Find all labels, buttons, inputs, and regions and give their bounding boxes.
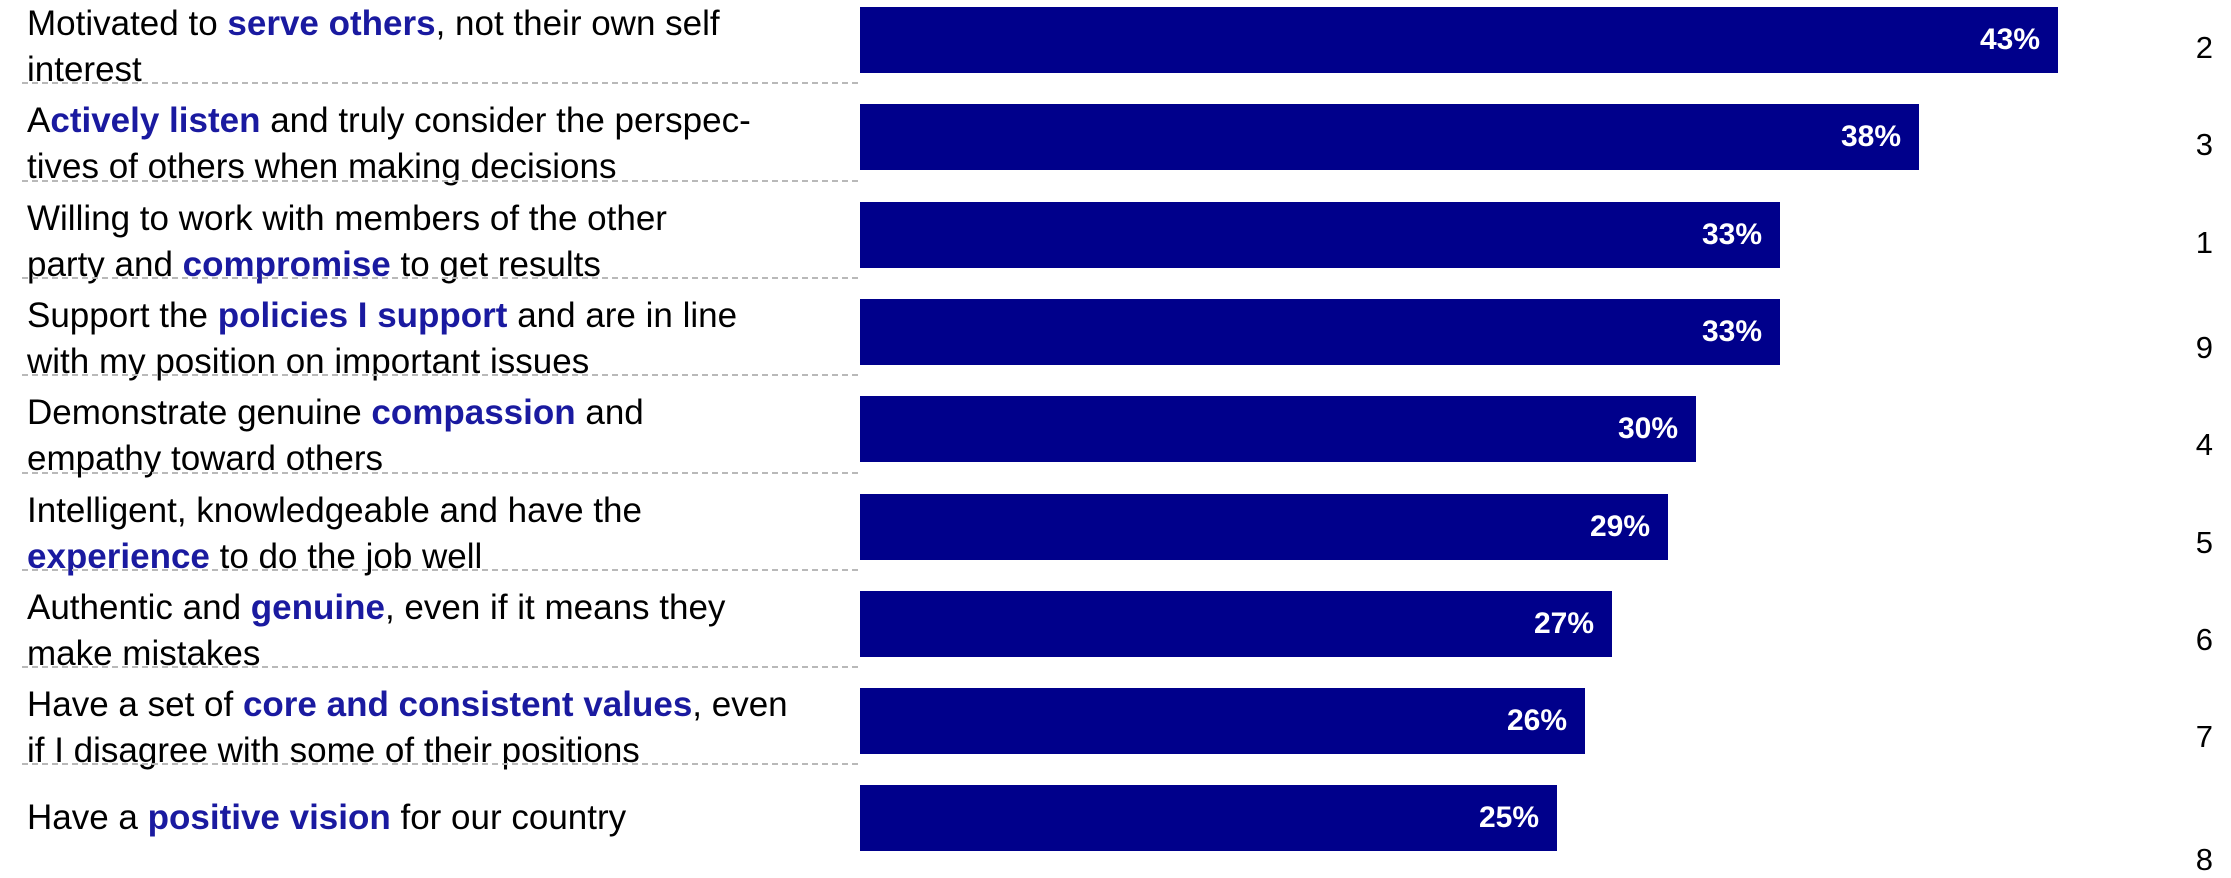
row-label: Authentic and genuine, even if it means …: [27, 585, 847, 677]
row-label: Actively listen and truly consider the p…: [27, 98, 847, 190]
row-divider: [22, 568, 858, 571]
bar-value-label: 33%: [1701, 217, 1762, 251]
row-label: Have a positive vision for our country: [27, 795, 847, 841]
label-text: and: [575, 393, 644, 433]
bar: 29%: [860, 493, 1668, 560]
rank-number: 5: [2195, 524, 2213, 560]
rank-number: 1: [2195, 224, 2213, 260]
label-highlight: core and consistent values: [242, 685, 693, 725]
bar-value-label: 29%: [1589, 509, 1650, 543]
label-text: , not their own self: [435, 4, 720, 43]
bar: 33%: [860, 201, 1780, 268]
row-divider: [22, 763, 858, 766]
label-text: Motivated to: [27, 4, 228, 43]
bar-value-label: 30%: [1617, 412, 1678, 446]
bar: 25%: [860, 785, 1557, 852]
label-text: Intelligent, knowledgeable and have the: [27, 490, 642, 530]
label-highlight: serve others: [227, 4, 436, 43]
label-text: , even: [692, 685, 788, 725]
rank-number: 6: [2195, 621, 2213, 657]
rank-number: 2: [2195, 30, 2213, 65]
bar-value-label: 38%: [1840, 120, 1901, 154]
row-divider: [22, 666, 858, 669]
rank-number: 3: [2195, 127, 2213, 163]
bar-value-label: 27%: [1533, 606, 1594, 640]
row-divider: [22, 276, 858, 279]
label-text: , even if it means they: [384, 587, 726, 627]
row-label: Willing to work with members of the othe…: [27, 196, 847, 288]
label-text: A: [27, 101, 51, 141]
row-divider: [22, 82, 858, 85]
label-text: for our country: [390, 798, 627, 838]
label-text: Have a set of: [27, 685, 243, 725]
label-text: Demonstrate genuine: [27, 393, 372, 433]
rank-number: 9: [2195, 329, 2213, 365]
rank-number: 8: [2195, 842, 2213, 878]
bar-value-label: 33%: [1701, 314, 1762, 348]
bar-value-label: 25%: [1478, 801, 1539, 835]
bar: 27%: [860, 590, 1612, 657]
bar-value-label: 26%: [1506, 704, 1567, 738]
rank-number: 7: [2195, 719, 2213, 755]
label-highlight: policies I support: [217, 295, 508, 335]
row-label: Have a set of core and consistent values…: [27, 682, 847, 774]
label-highlight: genuine: [250, 587, 385, 627]
label-highlight: positive vision: [147, 798, 391, 838]
row-divider: [22, 374, 858, 377]
row-label: Support the policies I support and are i…: [27, 293, 847, 385]
bar: 38%: [860, 104, 1919, 171]
row-divider: [22, 471, 858, 474]
row-divider: [22, 179, 858, 182]
bar: 33%: [860, 298, 1780, 365]
bar: 26%: [860, 688, 1585, 755]
label-text: Authentic and: [27, 587, 251, 627]
label-text: and truly consider the perspec-: [260, 101, 751, 141]
bar: 43%: [860, 7, 2058, 73]
label-text: Willing to work with members of the othe…: [27, 198, 667, 238]
row-label: Intelligent, knowledgeable and have the e…: [27, 488, 847, 580]
label-text: Have a: [27, 798, 148, 838]
row-label: Motivated to serve others, not their own…: [27, 1, 847, 93]
label-text: Support the: [27, 295, 218, 335]
label-highlight: ctively listen: [50, 101, 261, 141]
bar: 30%: [860, 396, 1696, 463]
label-highlight: compassion: [371, 393, 576, 433]
bar-value-label: 43%: [1979, 23, 2040, 56]
row-label: Demonstrate genuine compassion and empath…: [27, 390, 847, 482]
rank-number: 4: [2195, 427, 2213, 463]
label-text: and are in line: [507, 295, 738, 335]
